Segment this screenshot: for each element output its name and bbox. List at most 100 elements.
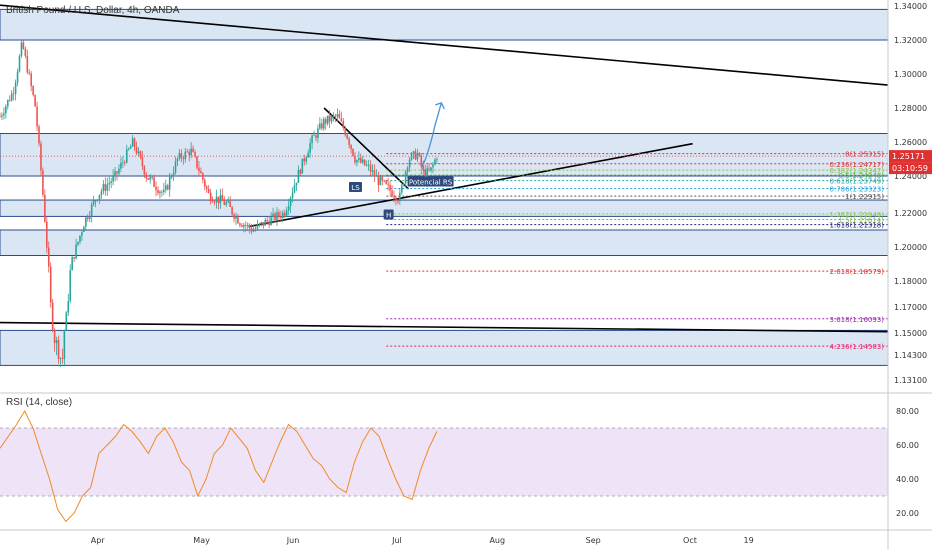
candle-body	[198, 167, 200, 172]
candle-body	[20, 42, 23, 57]
time-tick-1: May	[193, 536, 210, 545]
candle-body	[178, 153, 181, 159]
candle-body	[274, 213, 276, 221]
candle-body	[42, 170, 44, 195]
rsi-title: RSI (14, close)	[6, 397, 73, 408]
annotation-box-1	[383, 209, 394, 220]
candle-body	[40, 143, 42, 171]
neckline	[248, 142, 693, 228]
annotation-0: LS	[351, 184, 360, 192]
candle-body	[270, 217, 272, 226]
candle-body	[137, 151, 140, 154]
candle-body	[272, 213, 274, 218]
candle-body	[410, 153, 413, 160]
candle-body	[63, 330, 66, 359]
candle-body	[32, 86, 34, 95]
candle-body	[434, 159, 436, 165]
rsi-tick-0: 80.00	[896, 407, 919, 416]
candle-body	[139, 151, 142, 158]
zone-4	[0, 329, 889, 366]
candle-body	[311, 135, 313, 144]
candle-body	[88, 216, 91, 219]
candle-body	[129, 146, 132, 149]
candle-body	[283, 212, 286, 216]
candle-body	[108, 182, 111, 185]
candle-body	[153, 177, 155, 187]
candle-body	[8, 99, 11, 101]
candle-body	[67, 301, 70, 313]
candle-body	[293, 185, 296, 193]
candle-body	[100, 191, 103, 195]
time-tick-6: Oct	[683, 536, 697, 545]
candle-body	[176, 158, 179, 162]
candle-body	[233, 214, 235, 219]
candle-body	[53, 330, 56, 344]
candle-body	[305, 157, 308, 162]
candle-body	[69, 270, 72, 302]
trendline-bottom	[0, 321, 889, 333]
candle-body	[363, 159, 366, 166]
candle-body	[418, 153, 421, 156]
candle-body	[125, 149, 128, 163]
candle-body	[47, 247, 50, 267]
candle-body	[24, 48, 27, 56]
candle-body	[383, 180, 386, 182]
candle-body	[96, 199, 99, 201]
candle-body	[170, 176, 173, 178]
candle-body	[92, 200, 95, 205]
time-tick-2: Jun	[286, 536, 300, 545]
candle-body	[252, 230, 255, 232]
candle-body	[188, 151, 190, 156]
candle-body	[231, 206, 233, 215]
candle-body	[18, 56, 21, 72]
candle-body	[207, 188, 210, 193]
candle-body	[116, 171, 118, 174]
candle-body	[338, 113, 341, 119]
candle-body	[112, 175, 114, 182]
candle-body	[200, 171, 202, 174]
candle-body	[317, 128, 319, 138]
candle-body	[1, 115, 3, 117]
price-tick-6: 1.22000	[894, 209, 927, 218]
candle-body	[159, 191, 161, 194]
annotation-1: H	[386, 212, 391, 220]
candle-body	[297, 169, 300, 183]
candle-body	[291, 192, 294, 198]
candle-body	[404, 171, 407, 184]
candle-body	[110, 181, 112, 183]
candle-body	[26, 55, 29, 73]
candle-body	[424, 169, 426, 180]
candle-body	[120, 162, 122, 169]
candle-body	[414, 151, 417, 160]
candle-body	[221, 195, 224, 201]
candle-body	[315, 135, 317, 138]
annotation-box-0	[348, 182, 362, 193]
countdown-value: 03:10:59	[892, 164, 928, 173]
projection-arrow-head	[435, 102, 445, 110]
candle-body	[237, 216, 239, 224]
zone-3	[0, 229, 889, 256]
candle-body	[161, 191, 163, 193]
candle-body	[157, 190, 159, 194]
candle-body	[289, 197, 292, 206]
candle-body	[361, 159, 364, 163]
candle-body	[168, 176, 171, 190]
candle-body	[145, 174, 148, 179]
candle-body	[225, 202, 228, 205]
candle-body	[190, 148, 192, 156]
candle-body	[393, 196, 395, 198]
rsi-band	[0, 428, 888, 496]
candle-body	[3, 113, 5, 116]
candle-body	[299, 169, 302, 174]
candle-body	[268, 221, 270, 226]
candle-body	[219, 195, 222, 204]
price-tick-9: 1.17000	[894, 303, 927, 312]
candle-body	[280, 216, 282, 218]
candle-body	[248, 224, 251, 229]
candle-body	[346, 134, 348, 139]
candle-body	[217, 196, 220, 204]
rsi-tick-1: 60.00	[896, 441, 919, 450]
candle-body	[373, 170, 376, 177]
